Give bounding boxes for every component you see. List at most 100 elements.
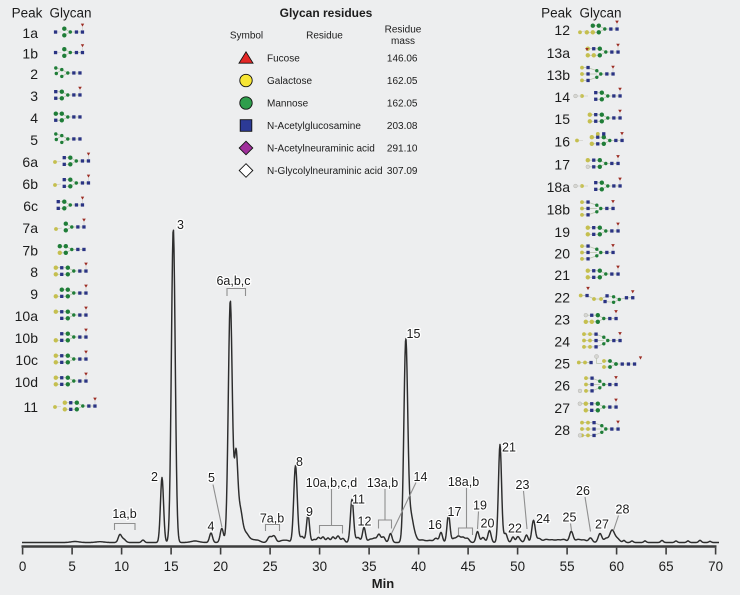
svg-text:22: 22 [508, 522, 522, 536]
svg-text:6a,b,c: 6a,b,c [216, 274, 250, 288]
svg-text:9: 9 [30, 286, 38, 302]
svg-text:1b: 1b [22, 46, 38, 62]
svg-text:30: 30 [312, 559, 327, 574]
svg-text:20: 20 [481, 517, 495, 531]
svg-text:Residue: Residue [306, 31, 343, 42]
svg-text:307.09: 307.09 [387, 166, 418, 177]
svg-text:28: 28 [616, 503, 630, 517]
svg-text:10c: 10c [15, 352, 38, 368]
svg-text:Glycan residues: Glycan residues [280, 6, 373, 20]
svg-text:N-Acetylglucosamine: N-Acetylglucosamine [267, 121, 361, 132]
svg-text:Galactose: Galactose [267, 76, 312, 87]
svg-text:5: 5 [30, 132, 38, 148]
svg-text:21: 21 [554, 267, 570, 283]
svg-text:14: 14 [554, 89, 570, 105]
svg-text:7a: 7a [22, 220, 38, 236]
svg-text:10b: 10b [15, 330, 39, 346]
svg-text:15: 15 [407, 327, 421, 341]
svg-text:0: 0 [19, 559, 26, 574]
svg-text:35: 35 [362, 559, 377, 574]
svg-text:10a,b,c,d: 10a,b,c,d [306, 476, 357, 490]
svg-text:162.05: 162.05 [387, 76, 418, 87]
svg-text:23: 23 [516, 478, 530, 492]
svg-text:8: 8 [296, 455, 303, 469]
svg-text:65: 65 [659, 559, 674, 574]
svg-text:15: 15 [554, 111, 570, 127]
svg-text:203.08: 203.08 [387, 121, 418, 132]
svg-text:2: 2 [30, 66, 38, 82]
svg-text:7a,b: 7a,b [260, 512, 284, 526]
svg-text:25: 25 [563, 511, 577, 525]
svg-text:11: 11 [352, 493, 365, 507]
svg-text:2: 2 [151, 470, 158, 484]
svg-text:Peak: Peak [541, 6, 572, 21]
svg-text:N-Acetylneuraminic acid: N-Acetylneuraminic acid [267, 144, 375, 155]
svg-text:45: 45 [461, 559, 476, 574]
svg-text:20: 20 [554, 246, 570, 262]
svg-text:Peak: Peak [12, 6, 43, 21]
svg-text:18a: 18a [547, 179, 571, 195]
svg-text:14: 14 [414, 470, 428, 484]
svg-text:mass: mass [391, 36, 415, 47]
svg-text:19: 19 [473, 499, 487, 513]
svg-text:291.10: 291.10 [387, 144, 418, 155]
svg-text:10d: 10d [15, 374, 38, 390]
svg-text:21: 21 [502, 441, 516, 455]
svg-text:19: 19 [554, 224, 570, 240]
svg-text:7b: 7b [22, 243, 38, 259]
svg-text:3: 3 [30, 88, 38, 104]
svg-text:70: 70 [708, 559, 723, 574]
svg-text:12: 12 [358, 515, 372, 529]
svg-text:1a,b: 1a,b [112, 507, 136, 521]
svg-text:Glycan: Glycan [579, 6, 621, 21]
svg-text:3: 3 [177, 218, 184, 232]
svg-text:Symbol: Symbol [230, 31, 263, 42]
svg-text:24: 24 [536, 512, 550, 526]
svg-text:22: 22 [554, 290, 570, 306]
svg-text:26: 26 [576, 484, 590, 498]
svg-text:12: 12 [554, 22, 570, 38]
svg-text:8: 8 [30, 264, 38, 280]
svg-text:18a,b: 18a,b [448, 475, 479, 489]
svg-text:5: 5 [208, 471, 215, 485]
svg-text:6c: 6c [23, 198, 38, 214]
svg-text:55: 55 [560, 559, 575, 574]
svg-text:4: 4 [30, 110, 38, 126]
svg-text:27: 27 [554, 400, 570, 416]
svg-text:40: 40 [411, 559, 426, 574]
svg-text:26: 26 [554, 378, 570, 394]
svg-text:16: 16 [428, 518, 442, 532]
svg-text:Min: Min [372, 576, 394, 591]
svg-text:146.06: 146.06 [387, 54, 418, 65]
svg-text:Fucose: Fucose [267, 54, 300, 65]
svg-text:10a: 10a [15, 308, 39, 324]
svg-text:15: 15 [164, 559, 179, 574]
svg-text:23: 23 [554, 312, 570, 328]
svg-text:24: 24 [554, 334, 570, 350]
svg-text:11: 11 [23, 399, 38, 415]
svg-text:6b: 6b [22, 176, 38, 192]
svg-text:13b: 13b [547, 67, 571, 83]
svg-text:16: 16 [554, 134, 570, 150]
svg-text:N-Glycolylneuraminic acid: N-Glycolylneuraminic acid [267, 166, 383, 177]
svg-text:6a: 6a [22, 154, 38, 170]
svg-text:162.05: 162.05 [387, 99, 418, 110]
svg-text:1a: 1a [22, 25, 38, 41]
svg-text:18b: 18b [547, 202, 571, 218]
svg-text:Residue: Residue [385, 25, 422, 36]
svg-text:17: 17 [448, 505, 462, 519]
svg-text:60: 60 [609, 559, 624, 574]
svg-text:13a,b: 13a,b [367, 476, 398, 490]
svg-text:9: 9 [306, 505, 313, 519]
svg-text:17: 17 [554, 157, 570, 173]
svg-text:4: 4 [208, 520, 215, 534]
svg-text:28: 28 [554, 422, 570, 438]
svg-text:25: 25 [554, 356, 570, 372]
svg-text:27: 27 [595, 518, 609, 532]
svg-text:5: 5 [68, 559, 75, 574]
svg-text:Mannose: Mannose [267, 99, 309, 110]
svg-text:50: 50 [510, 559, 525, 574]
svg-text:13a: 13a [547, 45, 571, 61]
svg-text:20: 20 [213, 559, 228, 574]
svg-text:10: 10 [114, 559, 129, 574]
